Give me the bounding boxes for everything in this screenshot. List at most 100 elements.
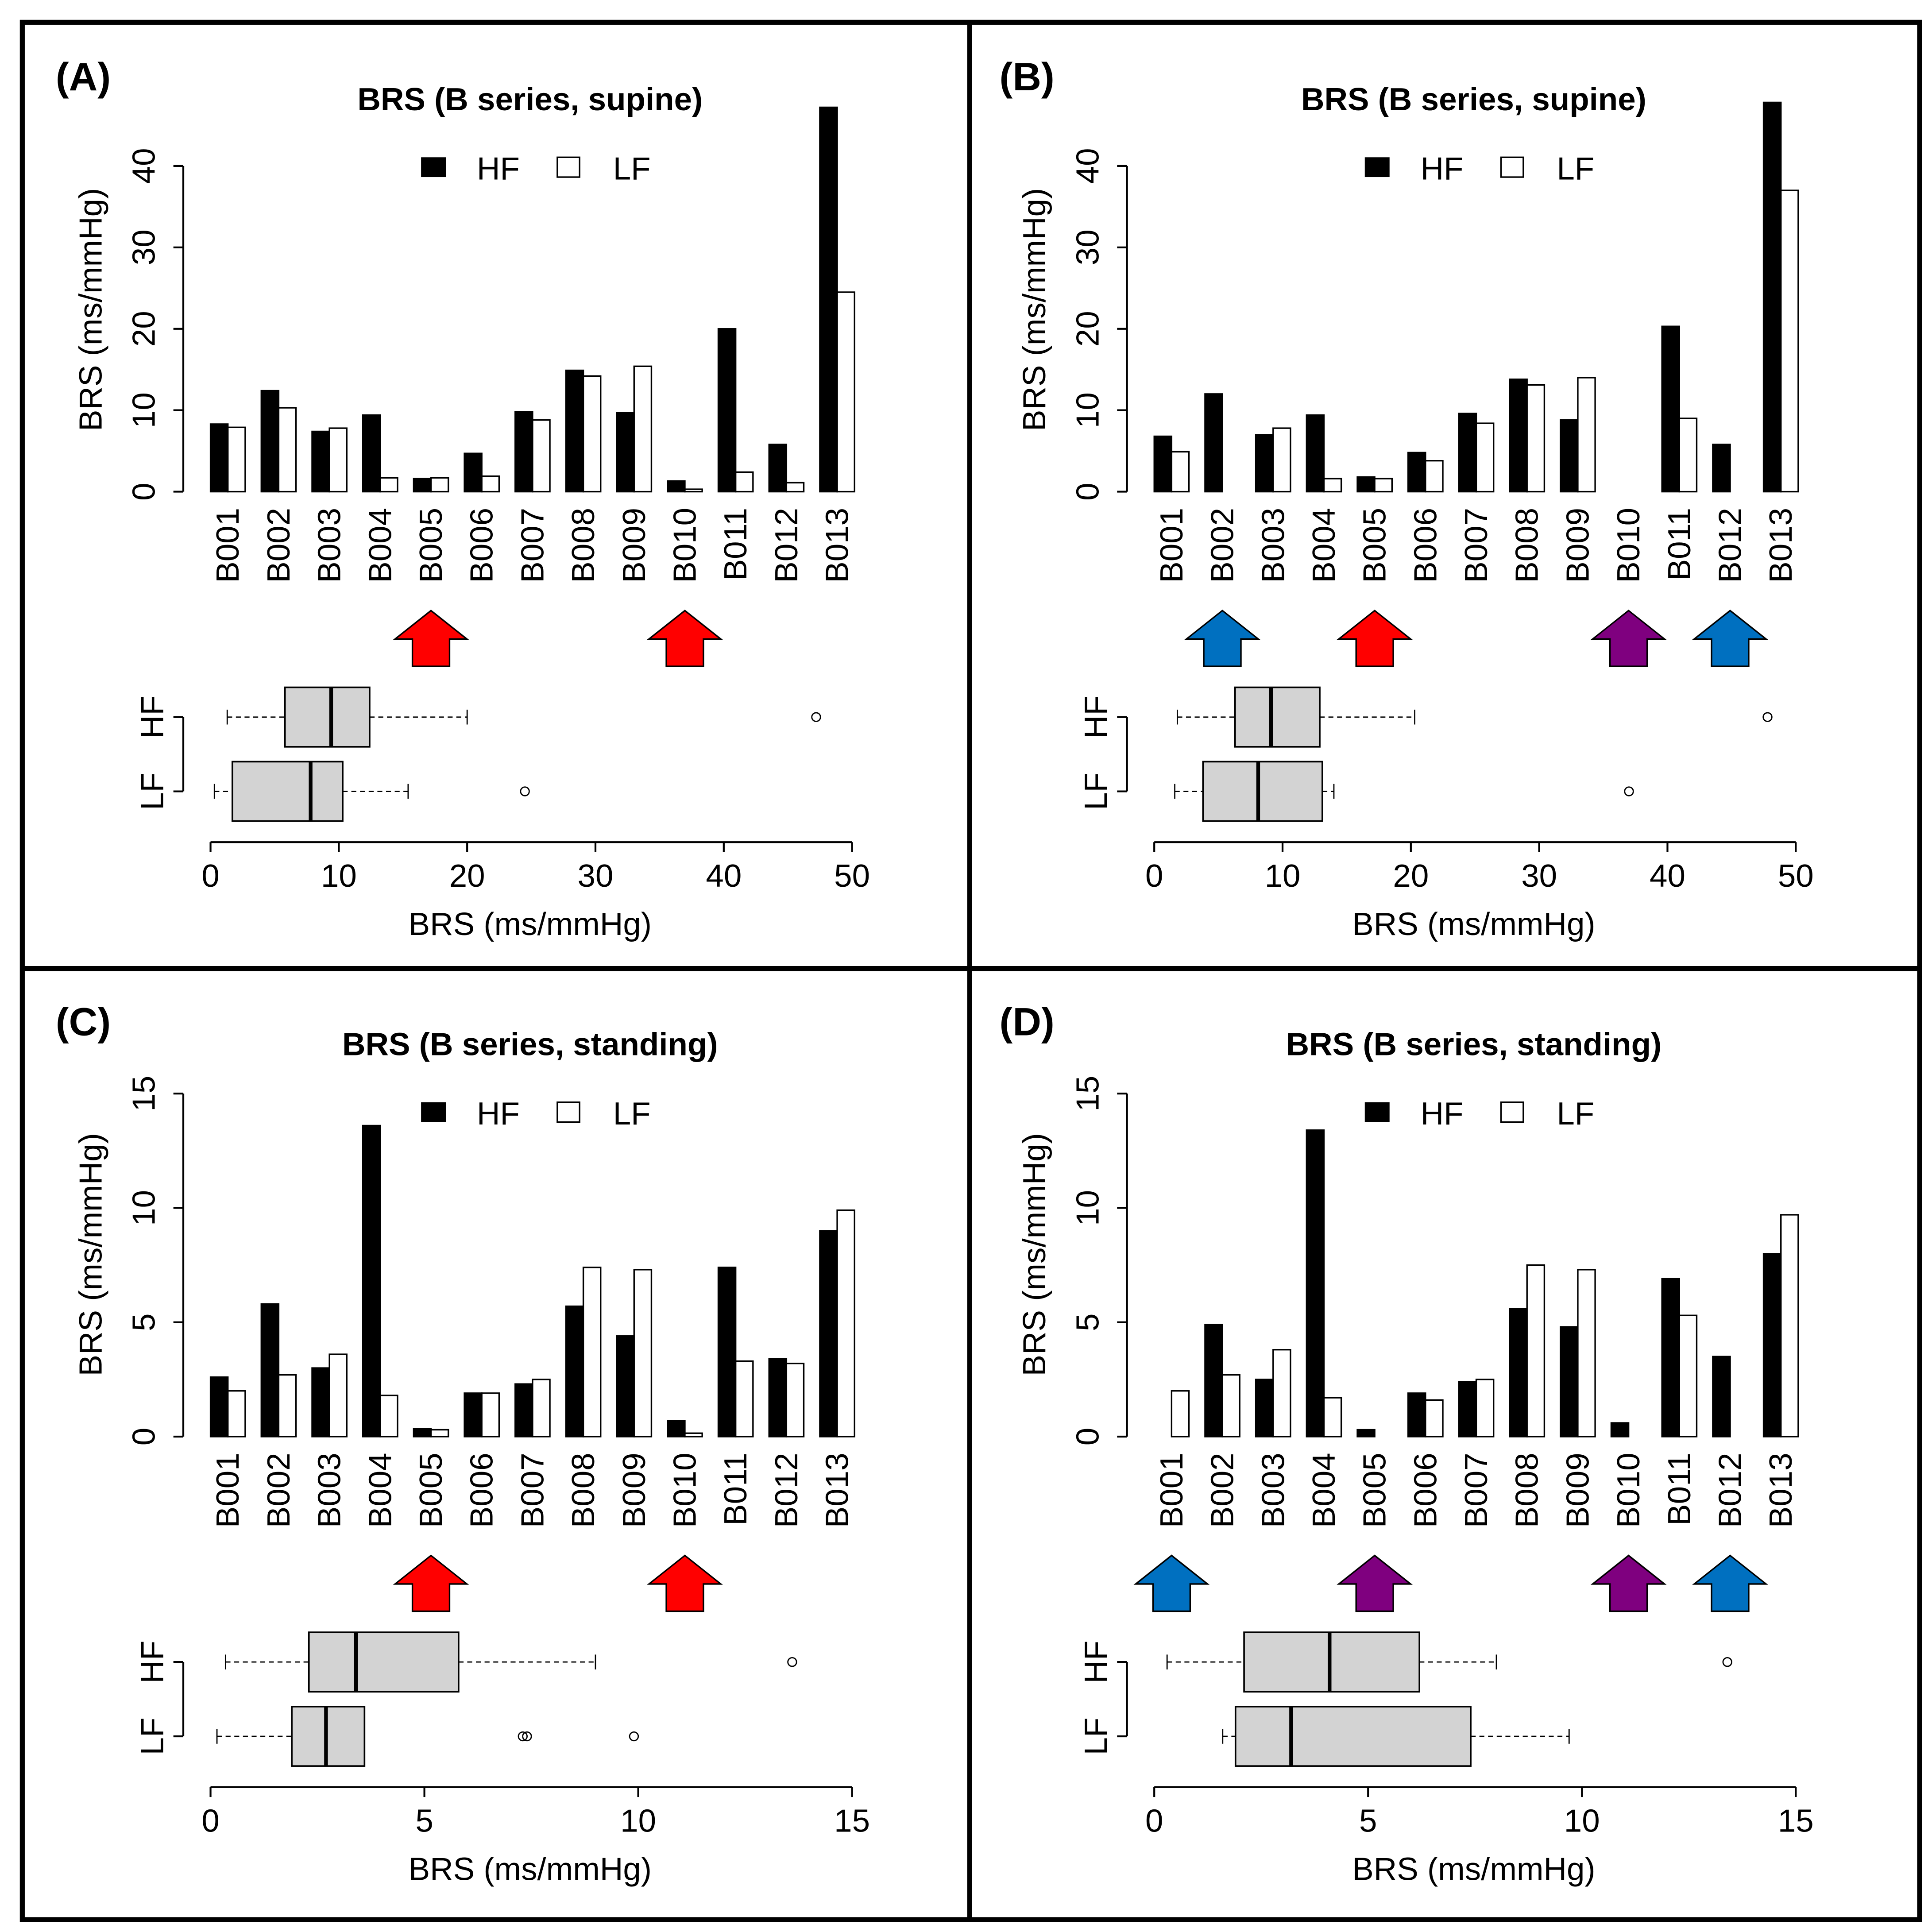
bar-hf-b007 xyxy=(514,1383,533,1437)
y-tick-label: 30 xyxy=(1070,229,1105,265)
x-tick-label: B007 xyxy=(514,1453,550,1528)
outlier-lf xyxy=(522,1731,532,1742)
arrow-marker-b012 xyxy=(1692,609,1768,667)
bar-lf-b005 xyxy=(430,1429,449,1437)
outlier-lf xyxy=(518,1731,528,1742)
x-tick-label: B006 xyxy=(464,1453,500,1528)
panel-label: (C) xyxy=(56,1000,111,1044)
arrow-marker-b005 xyxy=(1337,1554,1413,1612)
bar-hf-b007 xyxy=(1458,1381,1477,1437)
x-tick-label: B001 xyxy=(210,508,246,583)
x-tick-label: B001 xyxy=(1154,1453,1190,1528)
boxplot-x-tick-label: 5 xyxy=(415,1803,433,1839)
bar-hf-b010 xyxy=(667,480,686,493)
boxplot-x-tick-label: 10 xyxy=(1564,1803,1600,1839)
boxplot-group-label-lf: LF xyxy=(135,773,170,810)
box-lf xyxy=(1202,761,1323,822)
bar-hf-b010 xyxy=(1610,1422,1630,1437)
bar-hf-b013 xyxy=(819,106,838,493)
bar-hf-b013 xyxy=(819,1230,838,1437)
bar-lf-b003 xyxy=(1272,427,1291,493)
bar-hf-b012 xyxy=(1712,1356,1731,1437)
bar-lf-b012 xyxy=(785,1363,805,1437)
legend-label-hf: HF xyxy=(1421,151,1464,187)
y-tick-label: 20 xyxy=(126,311,162,347)
bar-lf-b013 xyxy=(836,291,855,493)
bar-hf-b009 xyxy=(616,412,635,493)
x-tick-label: B012 xyxy=(769,1453,804,1528)
boxplot-x-tick-label: 0 xyxy=(1145,1803,1163,1839)
bar-lf-b006 xyxy=(1425,1399,1444,1437)
x-tick-label: B012 xyxy=(769,508,804,583)
boxplot-x-tick-label: 20 xyxy=(1393,858,1429,894)
y-tick-label: 10 xyxy=(1070,1190,1105,1226)
bar-lf-b011 xyxy=(1678,417,1698,493)
legend-label-hf: HF xyxy=(477,1096,520,1132)
bar-hf-b004 xyxy=(362,1124,381,1437)
bar-hf-b002 xyxy=(1204,393,1223,493)
arrow-marker-b012 xyxy=(1692,1554,1768,1612)
bar-hf-b007 xyxy=(1458,413,1477,493)
bar-lf-b002 xyxy=(1221,1374,1240,1437)
boxplot-x-tick-label: 15 xyxy=(834,1803,870,1839)
y-tick-label: 20 xyxy=(1070,311,1105,347)
bar-hf-b004 xyxy=(1306,1129,1325,1437)
bar-lf-b012 xyxy=(785,482,805,493)
y-axis-label: BRS (ms/mmHg) xyxy=(1016,1133,1052,1376)
legend-label-lf: LF xyxy=(613,151,651,187)
x-tick-label: B003 xyxy=(1255,1453,1291,1528)
y-tick-label: 15 xyxy=(1070,1076,1105,1112)
y-tick-label: 5 xyxy=(126,1314,162,1331)
x-tick-label: B007 xyxy=(1458,1453,1494,1528)
panel-c: (C) BRS (B series, standing) 0 5 10 15 BRS (ms… xyxy=(56,1000,870,1887)
x-tick-label: B006 xyxy=(464,508,500,583)
arrow-marker-b010 xyxy=(1590,1554,1667,1612)
bar-lf-b006 xyxy=(481,475,500,493)
box-hf xyxy=(284,686,371,748)
x-tick-label: B011 xyxy=(1662,508,1697,580)
y-tick-label: 5 xyxy=(1070,1314,1105,1331)
bar-hf-b003 xyxy=(1255,1379,1274,1437)
bar-lf-b005 xyxy=(1374,478,1393,493)
x-tick-label: B011 xyxy=(718,508,753,580)
bar-hf-b006 xyxy=(464,1392,483,1437)
boxplot-x-tick-label: 0 xyxy=(201,858,219,894)
boxplot-x-tick-label: 40 xyxy=(706,858,742,894)
y-axis-label: BRS (ms/mmHg) xyxy=(1016,188,1052,431)
arrow-marker-b010 xyxy=(647,609,723,667)
bar-hf-b008 xyxy=(565,1305,584,1437)
x-tick-label: B008 xyxy=(1509,1453,1545,1528)
bar-lf-b008 xyxy=(1526,1264,1546,1437)
x-tick-label: B002 xyxy=(1205,1453,1240,1528)
bar-lf-b005 xyxy=(430,477,449,493)
x-tick-label: B004 xyxy=(362,1453,398,1528)
bar-lf-b004 xyxy=(1323,478,1342,493)
boxplot-x-axis-label: BRS (ms/mmHg) xyxy=(1352,1851,1595,1887)
bar-hf-b004 xyxy=(1306,414,1325,493)
panel-a: (A) BRS (B series, supine) 0 10 20 30 40 BRS (m… xyxy=(56,54,870,942)
x-tick-label: B013 xyxy=(819,508,855,583)
x-tick-label: B007 xyxy=(514,508,550,583)
bar-lf-b006 xyxy=(481,1392,500,1437)
x-tick-label: B008 xyxy=(1509,508,1545,583)
boxplot-x-tick-label: 20 xyxy=(449,858,485,894)
bar-hf-b002 xyxy=(260,1303,280,1437)
bar-lf-b007 xyxy=(532,419,551,493)
x-tick-label: B005 xyxy=(1357,1453,1393,1528)
x-tick-label: B001 xyxy=(1154,508,1190,583)
bar-hf-b008 xyxy=(1509,379,1528,493)
bar-hf-b003 xyxy=(311,430,330,493)
boxplot-group-label-hf: HF xyxy=(135,696,170,738)
x-tick-label: B010 xyxy=(1611,1453,1646,1528)
bar-lf-b007 xyxy=(1475,422,1495,493)
bar-hf-b005 xyxy=(1356,1429,1376,1437)
x-tick-label: B004 xyxy=(1306,508,1342,583)
bar-lf-b001 xyxy=(1171,451,1190,493)
bar-lf-b011 xyxy=(734,1360,754,1437)
bar-hf-b006 xyxy=(464,452,483,493)
boxplot-group-label-hf: HF xyxy=(135,1641,170,1684)
box-hf xyxy=(1243,1631,1420,1693)
boxplot-x-tick-label: 50 xyxy=(834,858,870,894)
legend-swatch-hf xyxy=(421,157,446,178)
bar-hf-b005 xyxy=(1356,476,1376,493)
